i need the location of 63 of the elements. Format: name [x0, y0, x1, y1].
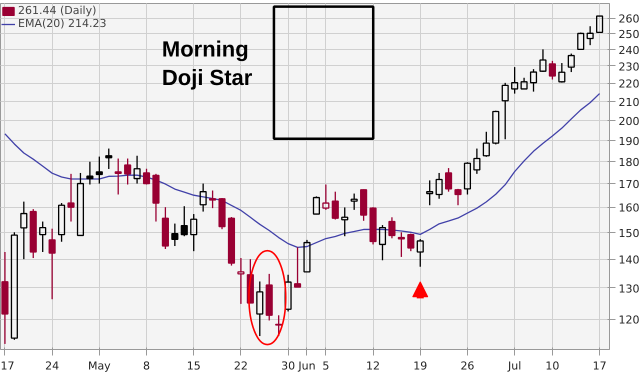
- candlestick: [200, 182, 207, 212]
- candlestick: [586, 26, 594, 46]
- candlestick: [266, 273, 273, 322]
- candlestick: [436, 172, 443, 200]
- annotation: Morning Doji Star: [162, 36, 253, 90]
- candlestick: [190, 213, 198, 252]
- candlestick: [20, 200, 28, 260]
- x-tick-label: 30: [281, 360, 296, 372]
- x-tick-label: 22: [234, 360, 248, 372]
- candlestick: [39, 220, 46, 253]
- x-tick-label: 10: [545, 360, 560, 372]
- y-tick-label: 160: [618, 202, 640, 215]
- y-tick-label: 180: [618, 156, 640, 169]
- x-tick-label: Jul: [507, 360, 522, 372]
- x-tick-label: 15: [186, 360, 201, 372]
- candlestick: [114, 158, 122, 196]
- y-tick-label: 250: [618, 28, 640, 41]
- candlestick: [568, 52, 575, 73]
- candlestick: [237, 257, 244, 305]
- legend-label: EMA(20) 214.23: [18, 17, 107, 30]
- candlestick: [473, 148, 480, 174]
- y-tick-label: 150: [618, 226, 640, 240]
- candlestick: [86, 161, 94, 186]
- x-tick-label: 26: [460, 360, 474, 372]
- y-tick-label: 200: [618, 114, 640, 128]
- y-tick-label: 120: [618, 314, 640, 327]
- x-tick-label: 19: [413, 360, 428, 372]
- candlestick: [124, 158, 132, 186]
- x-tick-label: May: [88, 360, 112, 372]
- y-tick-label: 130: [618, 282, 640, 296]
- candlestick: [162, 206, 169, 250]
- candlestick: [67, 173, 75, 222]
- candlestick: [1, 251, 9, 345]
- candlestick: [398, 232, 405, 258]
- y-tick-label: 230: [618, 60, 640, 74]
- x-tick-label: 12: [366, 360, 380, 372]
- candlestick: [426, 180, 434, 206]
- candlestick: [96, 156, 103, 184]
- candlestick: [275, 314, 282, 337]
- candlestick: [171, 222, 178, 247]
- y-tick-label: 220: [618, 78, 640, 91]
- legend-label: 261.44 (Daily): [18, 4, 96, 17]
- candlestick: [511, 66, 518, 94]
- x-tick-label: 8: [143, 360, 150, 372]
- y-tick-label: 190: [618, 134, 640, 148]
- candlestick: [48, 228, 56, 300]
- x-tick-label: 17: [0, 360, 14, 372]
- candlestick: [105, 148, 112, 170]
- x-tick-label: 24: [45, 360, 60, 372]
- y-tick-label: 140: [618, 254, 640, 267]
- y-tick-label: 240: [618, 44, 640, 57]
- y-tick-label: 210: [618, 96, 640, 109]
- x-tick-label: 5: [322, 360, 330, 372]
- candlestick: [341, 206, 348, 237]
- y-tick-label: 170: [618, 178, 640, 192]
- candlestick: [256, 280, 264, 337]
- y-tick-label: 260: [618, 12, 640, 26]
- x-tick-label: 17: [592, 360, 607, 372]
- x-tick-label: Jun: [297, 360, 316, 372]
- candlestick: [30, 208, 37, 259]
- candlestick: [416, 238, 424, 268]
- candlestick: [350, 192, 358, 211]
- line-series: [4, 92, 600, 248]
